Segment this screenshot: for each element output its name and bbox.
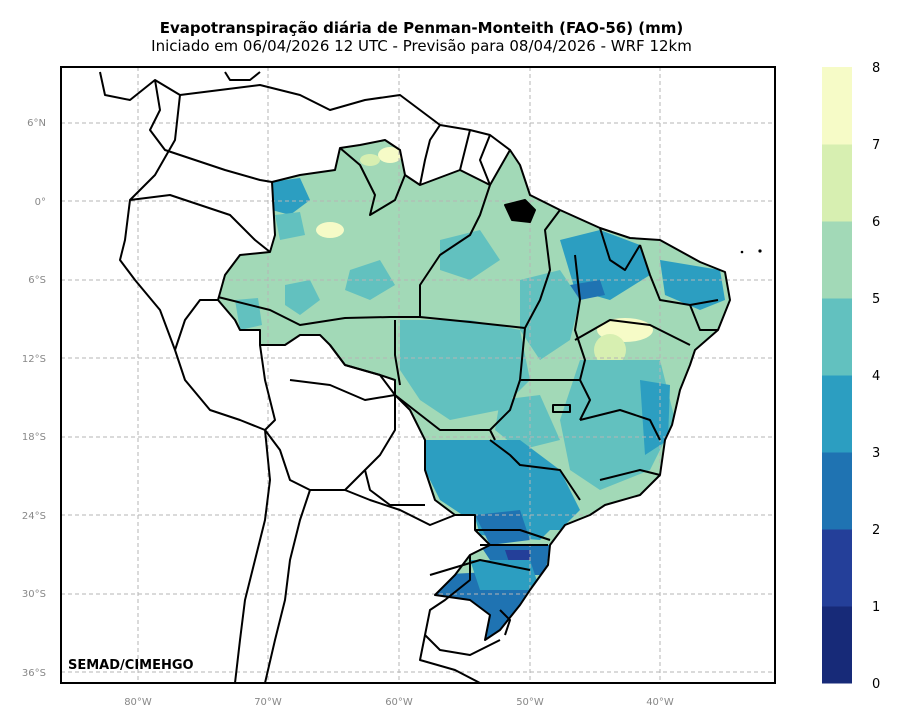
colorbar-segment bbox=[822, 529, 852, 607]
colorbar-segment bbox=[822, 375, 852, 453]
colorbar-tick-label: 3 bbox=[872, 446, 880, 461]
colorbar-segment bbox=[822, 221, 852, 299]
map-frame bbox=[60, 66, 776, 684]
colorbar-tick-label: 8 bbox=[872, 61, 880, 76]
lon-label: 80°W bbox=[124, 697, 152, 708]
lat-label: 6°S bbox=[28, 275, 46, 286]
colorbar bbox=[822, 67, 852, 684]
colorbar-tick-label: 6 bbox=[872, 215, 880, 230]
map-title: Evapotranspiração diária de Penman-Monte… bbox=[159, 19, 684, 37]
colorbar-segment bbox=[822, 144, 852, 222]
colorbar-segment bbox=[822, 298, 852, 376]
latitude-labels: 6°N 0° 6°S 12°S 18°S 24°S 30°S 36°S bbox=[22, 118, 46, 679]
colorbar-tick-label: 2 bbox=[872, 523, 880, 538]
lon-label: 40°W bbox=[646, 697, 674, 708]
colorbar-tick-label: 0 bbox=[872, 677, 880, 692]
lat-label: 0° bbox=[35, 197, 46, 208]
islands bbox=[740, 249, 762, 254]
lat-label: 36°S bbox=[22, 668, 46, 679]
lat-label: 6°N bbox=[27, 118, 46, 129]
lon-label: 70°W bbox=[254, 697, 282, 708]
map-subtitle: Iniciado em 06/04/2026 12 UTC - Previsão… bbox=[151, 37, 692, 55]
colorbar-tick-label: 7 bbox=[872, 138, 880, 153]
colorbar-tick-label: 5 bbox=[872, 292, 880, 307]
coastlines-and-borders bbox=[99, 71, 731, 683]
credit-label: SEMAD/CIMEHGO bbox=[68, 658, 194, 673]
lon-label: 50°W bbox=[516, 697, 544, 708]
colorbar-segment bbox=[822, 67, 852, 145]
colorbar-labels: 0 1 2 3 4 5 6 7 8 bbox=[872, 61, 880, 692]
longitude-labels: 80°W 70°W 60°W 50°W 40°W bbox=[124, 697, 674, 708]
lat-label: 12°S bbox=[22, 354, 46, 365]
colorbar-tick-label: 1 bbox=[872, 600, 880, 615]
colorbar-segment bbox=[822, 452, 852, 530]
colorbar-segment bbox=[822, 606, 852, 684]
lat-label: 18°S bbox=[22, 432, 46, 443]
lat-label: 24°S bbox=[22, 511, 46, 522]
colorbar-tick-label: 4 bbox=[872, 369, 880, 384]
lat-label: 30°S bbox=[22, 589, 46, 600]
lon-label: 60°W bbox=[385, 697, 413, 708]
